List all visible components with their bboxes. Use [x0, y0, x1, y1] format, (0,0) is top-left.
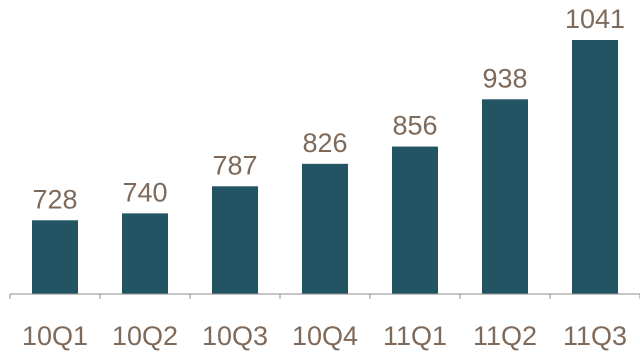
ticks-layer [9, 294, 640, 299]
value-label-11Q2: 938 [482, 63, 527, 93]
bar-10Q2 [122, 213, 168, 294]
value-label-10Q1: 728 [32, 184, 77, 214]
category-label-11Q2: 11Q2 [473, 321, 537, 351]
bar-10Q3 [212, 186, 258, 294]
category-label-10Q4: 10Q4 [292, 321, 358, 351]
bar-11Q1 [392, 146, 438, 294]
value-label-11Q1: 856 [392, 111, 437, 141]
bar-11Q2 [482, 99, 528, 294]
category-label-11Q1: 11Q1 [383, 321, 447, 351]
category-label-10Q2: 10Q2 [112, 321, 178, 351]
category-labels-layer: 10Q1 10Q2 10Q3 10Q4 11Q1 11Q2 11Q3 [22, 321, 627, 351]
bar-11Q3 [572, 40, 618, 294]
value-label-10Q4: 826 [302, 128, 347, 158]
bars-layer [32, 40, 618, 294]
bar-10Q1 [32, 220, 78, 294]
bar-10Q4 [302, 163, 348, 294]
category-label-10Q3: 10Q3 [202, 321, 268, 351]
value-label-10Q3: 787 [212, 150, 257, 180]
category-label-10Q1: 10Q1 [22, 321, 88, 351]
value-label-10Q2: 740 [122, 177, 167, 207]
category-label-11Q3: 11Q3 [563, 321, 627, 351]
value-label-11Q3: 1041 [565, 4, 625, 34]
value-labels-layer: 728 740 787 826 856 938 1041 [32, 4, 625, 214]
